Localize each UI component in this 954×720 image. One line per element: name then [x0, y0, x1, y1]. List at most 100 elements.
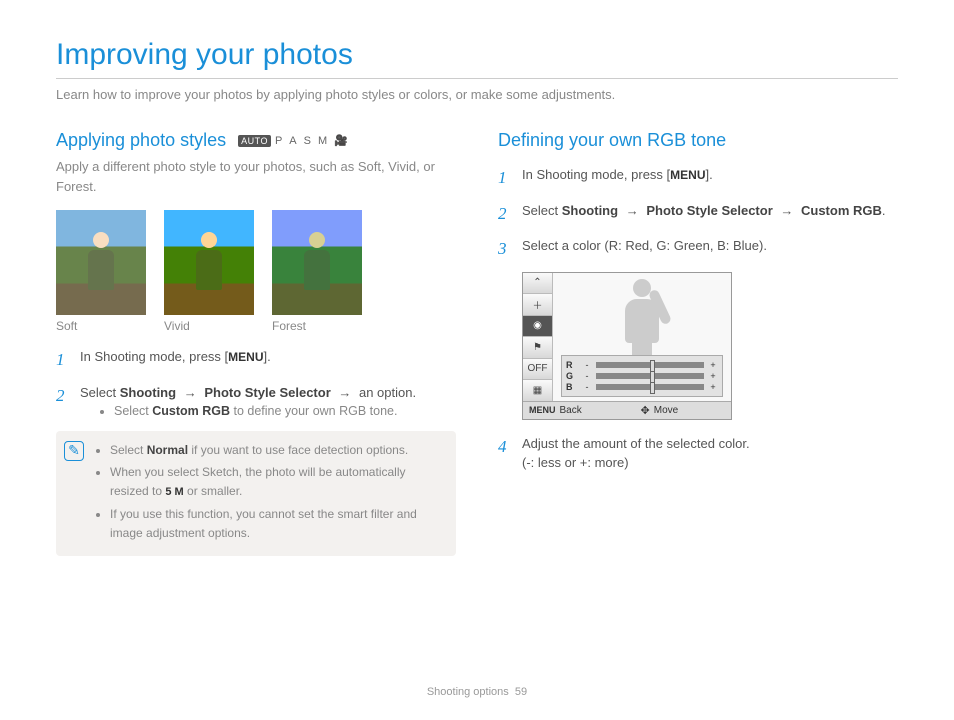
- step-2-bullets: Select Custom RGB to define your own RGB…: [114, 402, 416, 421]
- s-mode-icon: S: [304, 135, 314, 147]
- thumb-forest-image: [272, 210, 362, 315]
- heading-text: Defining your own RGB tone: [498, 130, 726, 151]
- lcd-side-btn-5[interactable]: ▦: [523, 380, 552, 401]
- text: an option.: [355, 385, 416, 400]
- shooting-label: Shooting: [562, 203, 618, 218]
- thumb-vivid-label: Vivid: [164, 319, 254, 333]
- rgb-label-r: R: [566, 360, 578, 370]
- right-step-3: 3 Select a color (R: Red, G: Green, B: B…: [498, 236, 898, 262]
- p-mode-icon: P: [275, 135, 285, 147]
- lcd-side-btn-4[interactable]: OFF: [523, 359, 552, 381]
- rgb-row-r[interactable]: R-+: [566, 360, 718, 370]
- note-item-3: If you use this function, you cannot set…: [110, 505, 444, 542]
- m-mode-icon: M: [318, 135, 330, 147]
- step-number: 2: [498, 201, 512, 227]
- auto-mode-icon: AUTO: [238, 135, 271, 147]
- right-step-1: 1 In Shooting mode, press [MENU].: [498, 165, 898, 191]
- text: Adjust the amount of the selected color.: [522, 436, 750, 451]
- heading-text: Applying photo styles: [56, 130, 226, 151]
- arrow-icon: →: [184, 385, 197, 400]
- page-title: Improving your photos: [56, 38, 898, 72]
- lcd-frame: ⌃ ＋ ◉ ⚑ OFF ▦: [522, 272, 732, 420]
- selector-label: Photo Style Selector: [646, 203, 772, 218]
- step-number: 1: [498, 165, 512, 191]
- applying-styles-heading: Applying photo styles AUTO P A S M 🎥: [56, 130, 456, 151]
- text: if you want to use face detection option…: [188, 443, 408, 457]
- step-text: In Shooting mode, press [MENU].: [522, 165, 713, 191]
- lcd-screenshot: ⌃ ＋ ◉ ⚑ OFF ▦: [522, 272, 898, 420]
- text: to define your own RGB tone.: [230, 404, 397, 418]
- slider-bar[interactable]: [596, 384, 704, 390]
- thumb-forest: Forest: [272, 210, 362, 333]
- right-step-2: 2 Select Shooting → Photo Style Selector…: [498, 201, 898, 227]
- rgb-row-g[interactable]: G-+: [566, 371, 718, 381]
- text: ].: [264, 349, 271, 364]
- text: ].: [706, 167, 713, 182]
- five-m-icon: 5 M: [165, 486, 183, 498]
- menu-key-icon: MENU: [529, 405, 556, 415]
- step-text: Select Shooting → Photo Style Selector →…: [80, 383, 416, 421]
- step-text: Adjust the amount of the selected color.…: [522, 434, 750, 473]
- thumb-soft-image: [56, 210, 146, 315]
- lcd-sidebar: ⌃ ＋ ◉ ⚑ OFF ▦: [523, 273, 553, 401]
- slider-bar[interactable]: [596, 373, 704, 379]
- footer-page-number: 59: [515, 686, 527, 698]
- lcd-bottom-bar: MENU Back ✥ Move: [523, 401, 731, 419]
- lcd-side-btn-3[interactable]: ⚑: [523, 337, 552, 359]
- arrow-icon: →: [338, 385, 351, 400]
- plus-icon: +: [708, 360, 718, 370]
- text: Select: [80, 385, 120, 400]
- left-step-1: 1 In Shooting mode, press [MENU].: [56, 347, 456, 373]
- note-box: ✎ Select Normal if you want to use face …: [56, 431, 456, 556]
- right-steps-cont: 4 Adjust the amount of the selected colo…: [498, 434, 898, 473]
- rgb-sliders: R-+ G-+ B-+: [561, 355, 723, 397]
- thumb-soft-label: Soft: [56, 319, 146, 333]
- menu-key: MENU: [228, 350, 263, 364]
- content-columns: Applying photo styles AUTO P A S M 🎥 App…: [56, 130, 898, 556]
- text: .: [882, 203, 886, 218]
- thumb-vivid: Vivid: [164, 210, 254, 333]
- step-number: 4: [498, 434, 512, 473]
- shooting-label: Shooting: [120, 385, 176, 400]
- a-mode-icon: A: [289, 135, 299, 147]
- thumb-vivid-image: [164, 210, 254, 315]
- rgb-label-b: B: [566, 382, 578, 392]
- plus-icon: +: [708, 382, 718, 392]
- text: When you select Sketch, the photo will b…: [110, 465, 406, 498]
- rgb-heading: Defining your own RGB tone: [498, 130, 898, 151]
- lcd-back-segment[interactable]: MENU Back: [523, 405, 588, 416]
- footer-section: Shooting options: [427, 686, 509, 698]
- lcd-side-btn-1[interactable]: ＋: [523, 294, 552, 316]
- text: In Shooting mode, press [: [522, 167, 670, 182]
- style-thumbnails: Soft Vivid Forest: [56, 210, 456, 333]
- text: Select: [110, 443, 147, 457]
- selector-label: Photo Style Selector: [204, 385, 330, 400]
- step-number: 1: [56, 347, 70, 373]
- step-text: Select Shooting → Photo Style Selector →…: [522, 201, 886, 227]
- lcd-side-btn-2[interactable]: ◉: [523, 316, 552, 338]
- normal-label: Normal: [147, 443, 188, 457]
- custom-rgb-label: Custom RGB: [801, 203, 882, 218]
- page-footer: Shooting options 59: [0, 686, 954, 698]
- arrow-icon: →: [780, 203, 793, 218]
- move-label: Move: [654, 405, 678, 416]
- step-number: 3: [498, 236, 512, 262]
- thumb-forest-label: Forest: [272, 319, 362, 333]
- step-text: Select a color (R: Red, G: Green, B: Blu…: [522, 236, 767, 262]
- right-column: Defining your own RGB tone 1 In Shooting…: [498, 130, 898, 556]
- arrow-icon: →: [626, 203, 639, 218]
- title-divider: [56, 78, 898, 79]
- thumb-soft: Soft: [56, 210, 146, 333]
- lcd-move-segment[interactable]: ✥ Move: [635, 404, 685, 417]
- left-steps: 1 In Shooting mode, press [MENU]. 2 Sele…: [56, 347, 456, 421]
- text: Select: [114, 404, 152, 418]
- rgb-row-b[interactable]: B- +: [566, 382, 718, 392]
- menu-key: MENU: [670, 168, 705, 182]
- lcd-main: ⌃ ＋ ◉ ⚑ OFF ▦: [523, 273, 731, 401]
- note-icon: ✎: [64, 441, 84, 461]
- lcd-side-btn-0[interactable]: ⌃: [523, 273, 552, 295]
- mode-icons: AUTO P A S M 🎥: [238, 134, 351, 147]
- minus-icon: -: [582, 371, 592, 381]
- minus-icon: -: [582, 382, 592, 392]
- slider-bar[interactable]: [596, 362, 704, 368]
